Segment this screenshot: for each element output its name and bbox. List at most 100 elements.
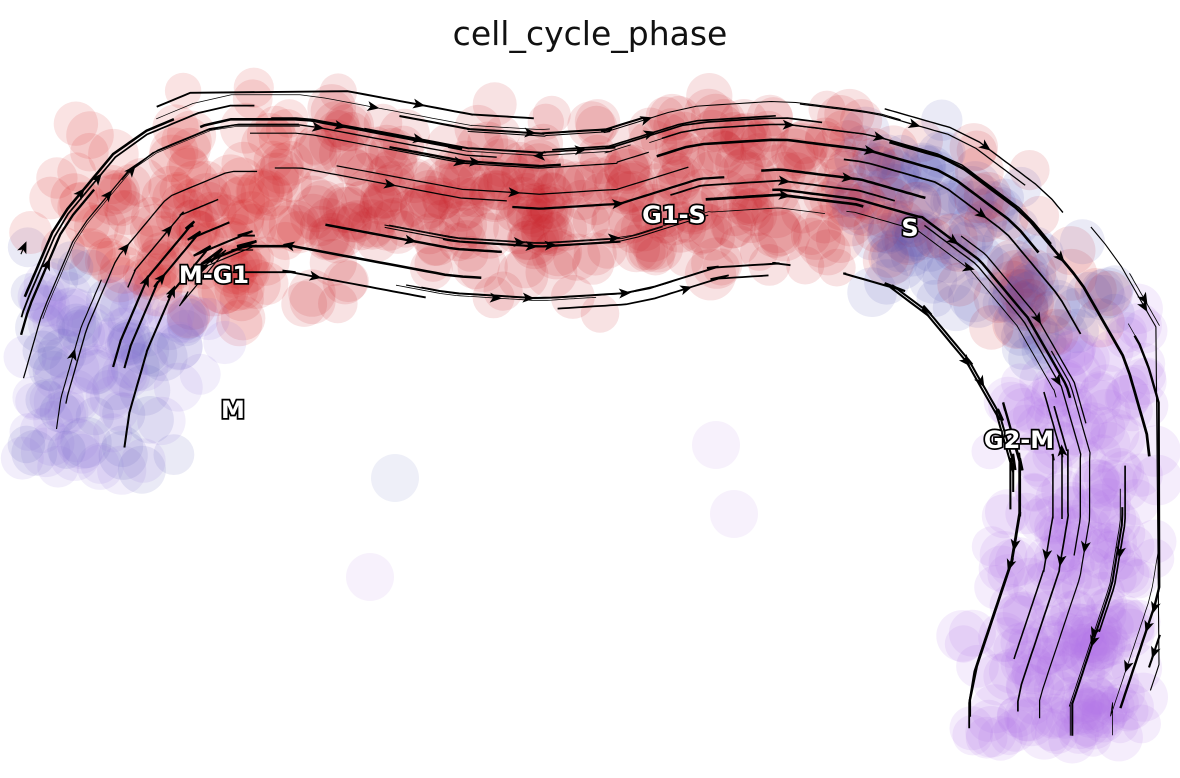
cell-point-g1-s	[582, 172, 619, 210]
cell-point-g2-m	[1049, 485, 1093, 530]
cell-point-m	[19, 408, 65, 454]
cell-point-s	[909, 229, 952, 272]
cell-point-g1-s	[758, 209, 810, 262]
streamline	[1110, 544, 1160, 736]
cell-point-g2-m	[1074, 458, 1120, 504]
cell-point-g2-m	[1116, 302, 1162, 349]
cell-point-g2-m	[1027, 637, 1066, 675]
streamline-arrowhead	[611, 199, 625, 210]
cell-point-g1-s	[306, 198, 351, 242]
streamline	[1071, 507, 1124, 736]
cell-point-g1-s	[684, 249, 737, 301]
cell-point-m-g1	[53, 101, 99, 146]
cell-point-g1-s	[723, 147, 763, 187]
streamline-arrowhead	[1010, 538, 1021, 552]
cell-point-g1-s	[1006, 248, 1057, 298]
cell-point-s	[1054, 287, 1098, 332]
streamline-arrowhead	[383, 178, 396, 189]
cell-point-g1-s	[444, 207, 483, 246]
cell-point-g2-m	[1047, 486, 1086, 525]
cell-point-s	[981, 220, 1032, 271]
cell-point-g1-s	[315, 206, 367, 258]
cell-point-g2-m	[1040, 529, 1082, 571]
streamline-arrowhead	[841, 172, 854, 183]
cell-point-m-g1	[268, 199, 321, 252]
cell-point-m	[32, 300, 73, 341]
cell-point-g1-s	[515, 127, 560, 172]
cell-point-m-g1	[266, 221, 305, 261]
cell-point-g1-s	[750, 206, 802, 258]
cell-point-g2-m	[1069, 701, 1118, 750]
cell-point-g2-m	[1085, 647, 1127, 689]
cell-point-g2-m	[1006, 664, 1055, 712]
cell-point-s	[139, 333, 188, 382]
cell-point-m	[20, 427, 71, 478]
cell-point-s	[22, 330, 63, 371]
cell-point-g1-s	[359, 181, 403, 225]
cell-point-m-g1	[248, 170, 286, 208]
cell-point-s	[153, 434, 195, 475]
cell-point-m-g1	[198, 192, 237, 231]
cell-point-m-g1	[218, 157, 265, 204]
cell-point-g2-m	[1097, 501, 1141, 545]
cell-point-s	[953, 277, 1004, 328]
cell-point-g1-s	[613, 213, 654, 254]
cell-point-g2-m	[971, 433, 1008, 470]
cell-point-m-g1	[148, 165, 193, 210]
cell-point-g1-s	[129, 203, 182, 255]
cell-point-g2-m	[1034, 515, 1071, 552]
cell-point-g1-s	[719, 225, 759, 265]
cell-point-g2-m	[1041, 611, 1087, 657]
cell-point-m-g1	[92, 164, 132, 205]
cell-point-s	[1007, 264, 1048, 306]
streamline-arrowhead	[946, 233, 959, 245]
cell-point-g1-s	[963, 171, 1012, 220]
cell-point-g1-s	[987, 239, 1039, 291]
cell-point-g1-s	[309, 118, 358, 168]
cell-point-g1-s	[774, 137, 816, 179]
cell-point-s	[926, 238, 971, 284]
cell-point-g1-s	[829, 120, 868, 159]
cell-point-g2-m	[1014, 687, 1053, 725]
cell-point-s	[932, 182, 971, 221]
cell-point-g2-m	[1064, 698, 1112, 747]
chart-title: cell_cycle_phase	[452, 14, 728, 53]
streamline-arrowhead	[161, 224, 173, 238]
cell-point-g2-m	[1006, 696, 1057, 747]
cell-point-g2-m	[996, 697, 1033, 734]
streamline-arrowhead	[139, 274, 149, 288]
cell-point-g1-s	[356, 220, 398, 262]
streamline-arrowhead	[412, 98, 426, 109]
cell-point-g1-s	[188, 265, 239, 317]
cell-point-g2-m	[1031, 369, 1081, 418]
cell-point-g1-s	[533, 172, 572, 211]
cell-point-s	[934, 234, 971, 271]
cell-point-g2-m	[1111, 366, 1148, 403]
cell-point-m-g1	[235, 169, 281, 214]
cell-point-g1-s	[520, 206, 567, 253]
cell-point-g2-m	[1112, 556, 1150, 594]
cell-point-g1-s	[712, 207, 753, 249]
cell-point-g1-s	[555, 148, 604, 197]
cell-point-s	[7, 425, 46, 464]
cell-point-s	[908, 255, 958, 304]
cell-point-m-g1	[161, 116, 212, 167]
cell-point-g2-m	[1048, 676, 1096, 725]
cell-point-g2-m	[1076, 379, 1122, 425]
cell-point-g1-s	[354, 126, 398, 170]
cell-point-g2-m	[1067, 547, 1116, 596]
cell-point-m	[85, 369, 135, 419]
cell-point-m	[97, 445, 147, 495]
cell-point-m	[29, 421, 75, 466]
cell-point-m	[121, 308, 171, 357]
cell-point-m	[69, 346, 119, 395]
cell-point-s	[107, 319, 153, 365]
cell-point-g2-m	[1005, 699, 1048, 742]
cell-point-m-g1	[197, 262, 250, 314]
streamline-arrowhead	[1042, 548, 1053, 562]
cell-point-g1-s	[443, 177, 484, 217]
cell-point-g1-s	[655, 159, 702, 205]
cell-point-g2-m	[996, 594, 1037, 635]
streamline-arrowhead	[513, 237, 526, 248]
cell-point-g1-s	[592, 196, 641, 245]
